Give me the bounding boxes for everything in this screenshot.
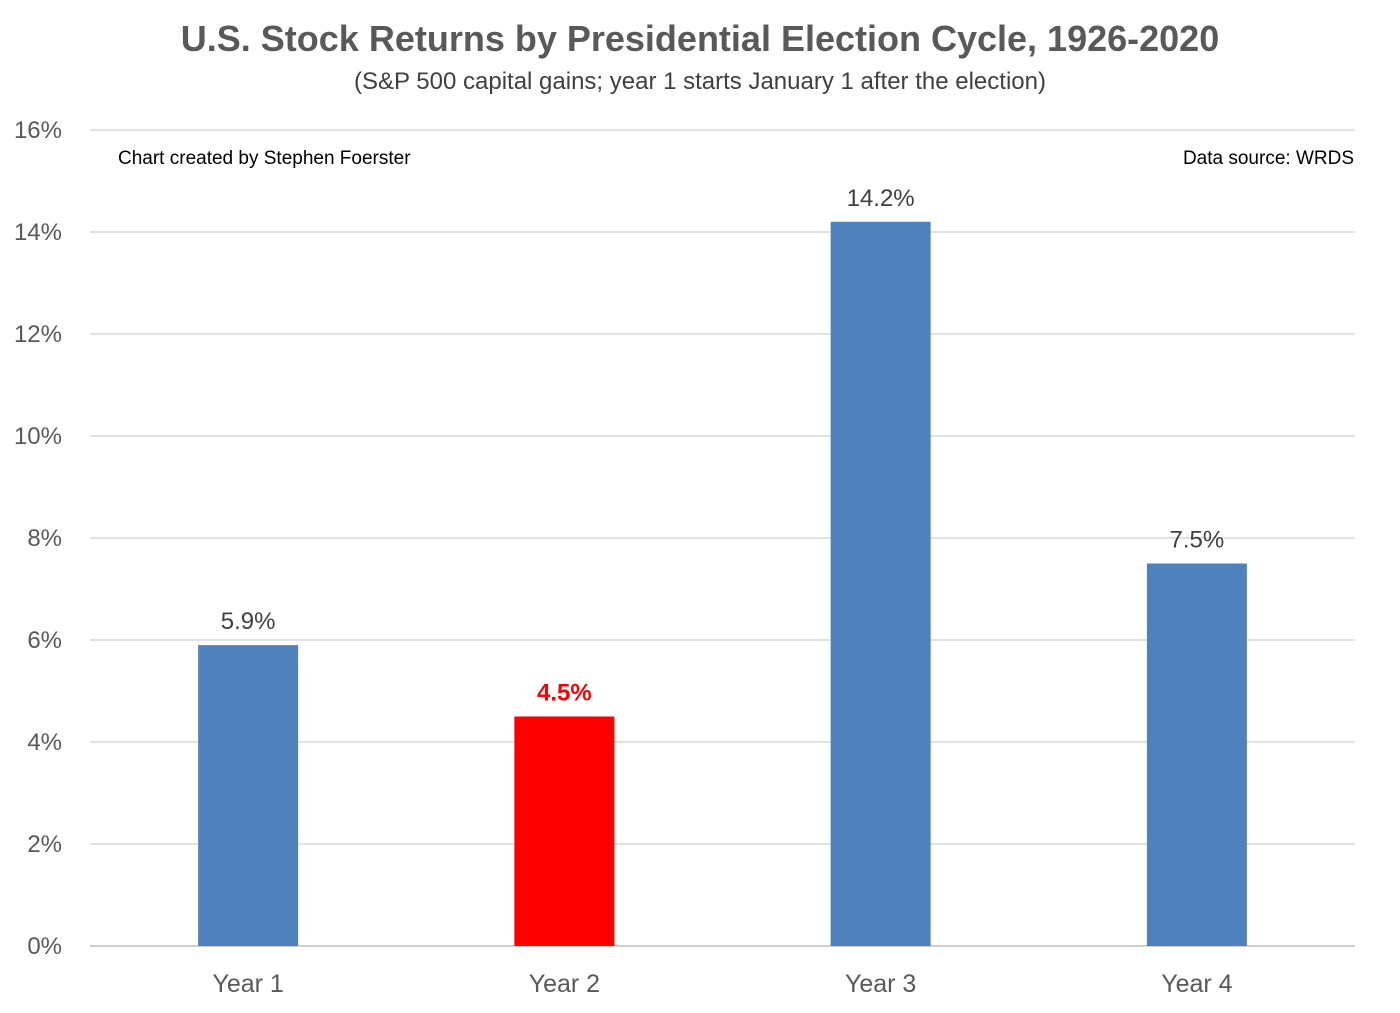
y-tick-label: 14% xyxy=(14,219,62,246)
x-tick-label: Year 1 xyxy=(212,970,283,998)
x-tick-label: Year 4 xyxy=(1161,970,1232,998)
y-tick-label: 2% xyxy=(27,831,62,858)
data-label: 5.9% xyxy=(221,608,276,635)
chart-title: U.S. Stock Returns by Presidential Elect… xyxy=(180,18,1220,59)
bar xyxy=(1146,563,1247,946)
x-tick-label: Year 3 xyxy=(845,970,916,998)
y-tick-label: 6% xyxy=(27,627,62,654)
y-tick-label: 0% xyxy=(27,933,62,960)
data-source-note: Data source: WRDS xyxy=(1182,148,1354,169)
y-tick-label: 4% xyxy=(27,729,62,756)
data-label: 4.5% xyxy=(537,680,592,707)
y-tick-label: 8% xyxy=(27,525,62,552)
bar xyxy=(830,221,931,947)
bar xyxy=(198,645,299,946)
chart-credit: Chart created by Stephen Foerster xyxy=(118,148,411,169)
data-label: 14.2% xyxy=(847,185,915,212)
y-tick-label: 16% xyxy=(14,117,62,144)
chart-subtitle: (S&P 500 capital gains; year 1 starts Ja… xyxy=(354,68,1046,95)
y-tick-label: 10% xyxy=(14,423,62,450)
x-tick-label: Year 2 xyxy=(529,970,600,998)
bar xyxy=(514,716,615,946)
data-label: 7.5% xyxy=(1170,527,1225,554)
y-tick-label: 12% xyxy=(14,321,62,348)
